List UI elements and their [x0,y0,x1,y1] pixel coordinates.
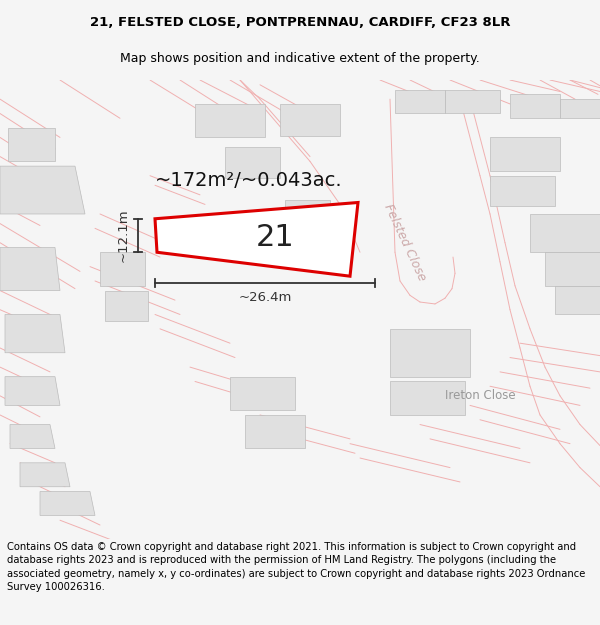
Polygon shape [510,94,560,118]
Polygon shape [195,104,265,138]
Polygon shape [445,89,500,114]
Polygon shape [490,176,555,206]
Text: ~12.1m: ~12.1m [117,209,130,262]
Polygon shape [155,202,358,276]
Text: Ireton Close: Ireton Close [445,389,515,402]
Polygon shape [390,381,465,415]
Polygon shape [5,314,65,352]
Polygon shape [560,99,600,118]
Polygon shape [5,377,60,406]
Polygon shape [105,291,148,321]
Polygon shape [390,329,470,377]
Polygon shape [20,462,70,487]
Polygon shape [10,424,55,449]
Polygon shape [245,415,305,449]
Polygon shape [100,253,145,286]
Polygon shape [490,138,560,171]
Text: ~26.4m: ~26.4m [238,291,292,304]
Text: Felsted Close: Felsted Close [382,202,428,283]
Text: ~172m²/~0.043ac.: ~172m²/~0.043ac. [155,171,343,190]
Polygon shape [555,286,600,314]
Polygon shape [230,377,295,410]
Text: Map shows position and indicative extent of the property.: Map shows position and indicative extent… [120,52,480,65]
Polygon shape [8,128,55,161]
Polygon shape [0,248,60,291]
Polygon shape [530,214,600,253]
Polygon shape [40,491,95,516]
Polygon shape [280,104,340,136]
Text: 21: 21 [256,223,295,252]
Polygon shape [545,253,600,286]
Polygon shape [285,199,330,233]
Text: Contains OS data © Crown copyright and database right 2021. This information is : Contains OS data © Crown copyright and d… [7,542,586,592]
Polygon shape [395,89,445,114]
Polygon shape [0,166,85,214]
Text: 21, FELSTED CLOSE, PONTPRENNAU, CARDIFF, CF23 8LR: 21, FELSTED CLOSE, PONTPRENNAU, CARDIFF,… [90,16,510,29]
Polygon shape [225,147,280,178]
